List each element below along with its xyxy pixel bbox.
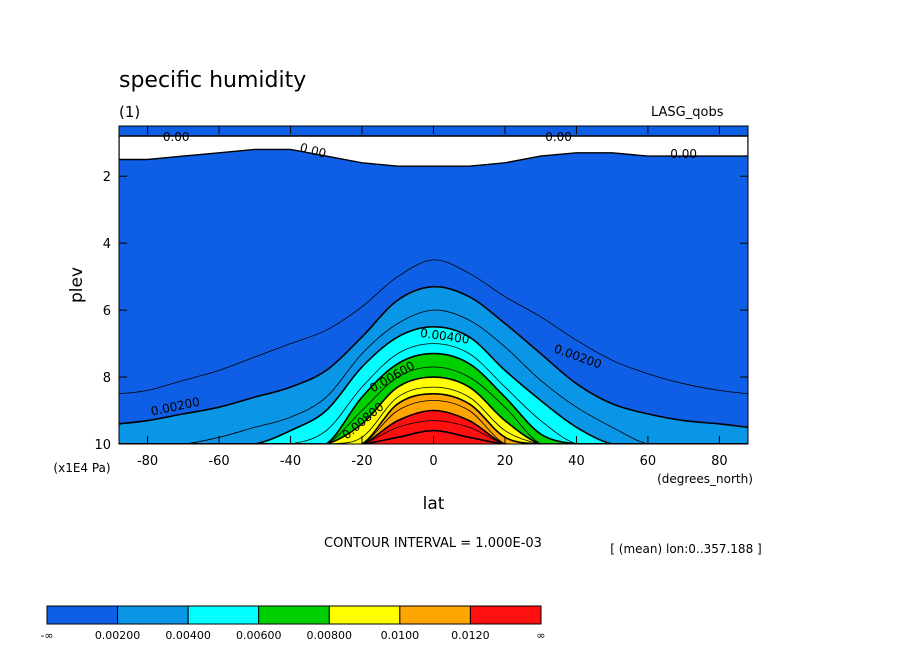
colorbar-label: 0.0100	[381, 629, 420, 642]
colorbar-swatch	[46, 605, 119, 625]
contour-0.002	[119, 285, 748, 429]
mean-note: [ (mean) lon:0..357.188 ]	[610, 542, 761, 556]
x-tick-label: 20	[497, 454, 514, 469]
x-tick-label: 0	[429, 454, 437, 469]
chart-title: specific humidity	[119, 68, 307, 93]
contour-0.005	[119, 343, 748, 444]
colorbar-swatch	[399, 605, 471, 625]
colorbar-swatch	[328, 605, 401, 625]
colorbar-label: 0.00400	[165, 629, 211, 642]
contour-0.012	[119, 409, 748, 444]
x-tick-label: 40	[568, 454, 585, 469]
contour-0.013	[119, 420, 748, 444]
contour-0.004	[119, 325, 748, 444]
plot-area: 0.00 0.000.00 0.000.002000.002000.004000.0…	[119, 126, 748, 444]
y-tick-label: 10	[94, 438, 111, 453]
contour-label: 0.00	[163, 130, 190, 144]
contour-label: 0.00400	[419, 326, 470, 347]
colorbar-label: -∞	[40, 629, 53, 642]
contour-interval-note: CONTOUR INTERVAL = 1.000E-03	[324, 536, 542, 551]
colorbar-label: 0.00200	[95, 629, 141, 642]
colorbar-label: 0.00800	[307, 629, 353, 642]
x-tick-label: 80	[711, 454, 728, 469]
contour-0.010	[119, 392, 748, 444]
contour-0.007	[119, 366, 748, 444]
colorbar-swatch	[258, 605, 330, 625]
x-axis-title: lat	[423, 494, 445, 514]
colorbar-swatch	[469, 605, 542, 625]
x-tick-label: -60	[208, 454, 229, 469]
colorbar-label: 0.00600	[236, 629, 282, 642]
contour-0.009	[119, 386, 748, 444]
colorbar-swatch	[187, 605, 260, 625]
y-tick-label: 2	[103, 170, 111, 185]
y-tick-label: 4	[103, 237, 111, 252]
x-tick-label: -80	[137, 454, 158, 469]
contour-0.001	[119, 259, 748, 395]
contour-0.011	[119, 400, 748, 444]
contour-0.014	[119, 429, 748, 444]
y-axis-units: (x1E4 Pa)	[53, 461, 110, 475]
x-tick-label: 60	[640, 454, 657, 469]
contour-label: 0.00	[670, 147, 697, 161]
contour-0.006	[119, 352, 748, 444]
contour-label: 0.00	[545, 130, 572, 144]
y-axis-title: plev	[67, 267, 87, 303]
chart-subtitle: (1)	[119, 103, 141, 121]
upper-dry-band	[119, 135, 748, 167]
x-tick-label: -20	[351, 454, 372, 469]
colorbar-label: 0.0120	[451, 629, 490, 642]
contour-0.008	[119, 376, 748, 444]
y-tick-label: 6	[103, 304, 111, 319]
colorbar-swatch	[117, 605, 189, 625]
dataset-label: LASG_qobs	[651, 105, 724, 120]
y-tick-label: 8	[103, 371, 111, 386]
x-axis-units: (degrees_north)	[657, 472, 753, 486]
x-tick-label: -40	[280, 454, 301, 469]
colorbar-label: ∞	[536, 629, 545, 642]
contour-label: 0.00	[298, 140, 327, 160]
